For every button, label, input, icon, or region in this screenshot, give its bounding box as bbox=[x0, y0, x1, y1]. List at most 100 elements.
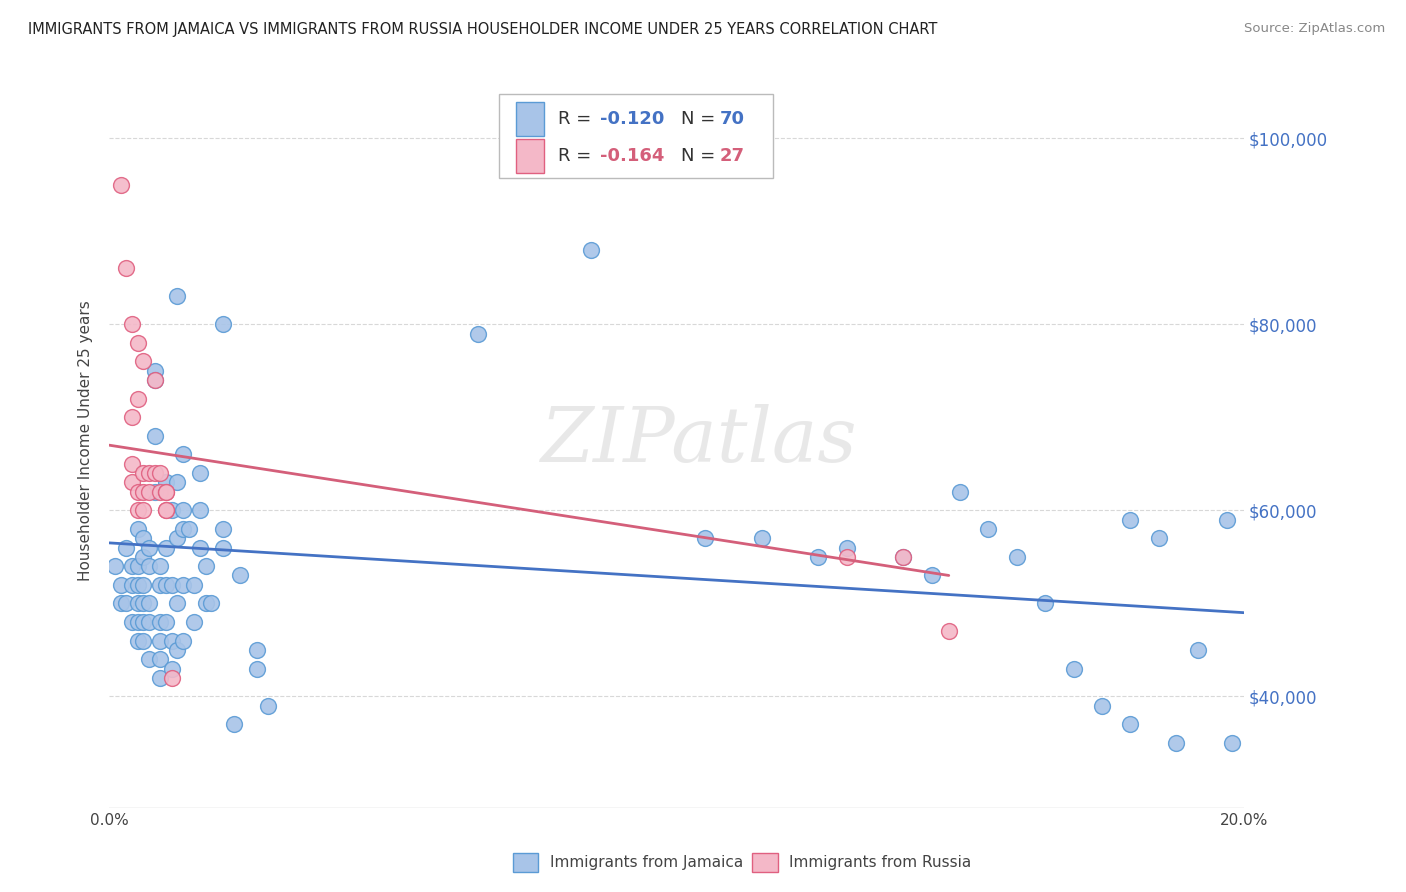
Point bbox=[149, 466, 172, 480]
Point bbox=[1147, 531, 1170, 545]
Point bbox=[257, 698, 280, 713]
Point bbox=[138, 466, 160, 480]
Point bbox=[155, 541, 177, 555]
Point bbox=[835, 549, 858, 564]
Point bbox=[581, 243, 603, 257]
Point bbox=[807, 549, 830, 564]
Point bbox=[127, 615, 149, 629]
Point bbox=[132, 354, 155, 368]
Point bbox=[188, 466, 211, 480]
Point bbox=[127, 335, 149, 350]
Point bbox=[172, 633, 194, 648]
Point bbox=[246, 661, 269, 675]
Point bbox=[132, 578, 155, 592]
Text: Immigrants from Russia: Immigrants from Russia bbox=[789, 855, 972, 870]
Point bbox=[160, 633, 183, 648]
Point bbox=[160, 578, 183, 592]
Point bbox=[1222, 736, 1244, 750]
Point bbox=[138, 596, 160, 610]
Point bbox=[155, 503, 177, 517]
Point bbox=[138, 652, 160, 666]
Point bbox=[949, 484, 972, 499]
Point bbox=[155, 484, 177, 499]
Point bbox=[143, 484, 166, 499]
Point bbox=[149, 671, 172, 685]
Point bbox=[143, 373, 166, 387]
Point bbox=[121, 615, 143, 629]
Point bbox=[132, 633, 155, 648]
Point bbox=[166, 289, 188, 303]
Point bbox=[172, 578, 194, 592]
Point bbox=[127, 484, 149, 499]
Point bbox=[194, 596, 217, 610]
Point bbox=[183, 578, 205, 592]
Point bbox=[155, 475, 177, 490]
Point bbox=[127, 633, 149, 648]
Point bbox=[211, 522, 233, 536]
Point bbox=[110, 578, 132, 592]
Point bbox=[938, 624, 960, 639]
Point bbox=[138, 541, 160, 555]
Point bbox=[127, 578, 149, 592]
Point bbox=[177, 522, 200, 536]
Point bbox=[132, 549, 155, 564]
Point bbox=[693, 531, 716, 545]
Point bbox=[132, 484, 155, 499]
Point bbox=[1091, 698, 1114, 713]
Point bbox=[1215, 513, 1237, 527]
Point bbox=[211, 317, 233, 331]
Point bbox=[188, 503, 211, 517]
Point bbox=[127, 559, 149, 574]
Text: -0.120: -0.120 bbox=[600, 110, 665, 128]
Point bbox=[127, 392, 149, 406]
Point bbox=[132, 531, 155, 545]
Point bbox=[143, 364, 166, 378]
Point bbox=[921, 568, 943, 582]
Point bbox=[160, 503, 183, 517]
Text: -0.164: -0.164 bbox=[600, 147, 665, 165]
Point bbox=[155, 503, 177, 517]
Point bbox=[1187, 643, 1209, 657]
Point bbox=[149, 578, 172, 592]
Point bbox=[132, 615, 155, 629]
Text: 27: 27 bbox=[720, 147, 745, 165]
Point bbox=[121, 559, 143, 574]
Point bbox=[138, 615, 160, 629]
Text: N =: N = bbox=[681, 147, 720, 165]
Y-axis label: Householder Income Under 25 years: Householder Income Under 25 years bbox=[79, 300, 93, 581]
Point bbox=[138, 559, 160, 574]
Point bbox=[160, 671, 183, 685]
Text: 70: 70 bbox=[720, 110, 745, 128]
Text: IMMIGRANTS FROM JAMAICA VS IMMIGRANTS FROM RUSSIA HOUSEHOLDER INCOME UNDER 25 YE: IMMIGRANTS FROM JAMAICA VS IMMIGRANTS FR… bbox=[28, 22, 938, 37]
Point bbox=[143, 373, 166, 387]
Point bbox=[166, 531, 188, 545]
Point bbox=[149, 633, 172, 648]
Point bbox=[1033, 596, 1056, 610]
Text: R =: R = bbox=[558, 147, 598, 165]
Point bbox=[115, 261, 138, 276]
Point bbox=[1005, 549, 1028, 564]
Point bbox=[228, 568, 250, 582]
Point bbox=[246, 643, 269, 657]
Point bbox=[121, 410, 143, 425]
Point bbox=[155, 578, 177, 592]
Point bbox=[172, 448, 194, 462]
Point bbox=[127, 596, 149, 610]
Point bbox=[835, 541, 858, 555]
Point bbox=[115, 596, 138, 610]
Point bbox=[160, 661, 183, 675]
Point bbox=[110, 178, 132, 192]
Point bbox=[115, 541, 138, 555]
Text: N =: N = bbox=[681, 110, 720, 128]
Point bbox=[121, 457, 143, 471]
Point bbox=[222, 717, 245, 731]
Point bbox=[121, 578, 143, 592]
Point bbox=[893, 549, 915, 564]
Point bbox=[127, 522, 149, 536]
Point bbox=[1119, 513, 1142, 527]
Point bbox=[132, 466, 155, 480]
Point bbox=[143, 429, 166, 443]
Point bbox=[172, 522, 194, 536]
Point bbox=[104, 559, 127, 574]
Point bbox=[188, 541, 211, 555]
